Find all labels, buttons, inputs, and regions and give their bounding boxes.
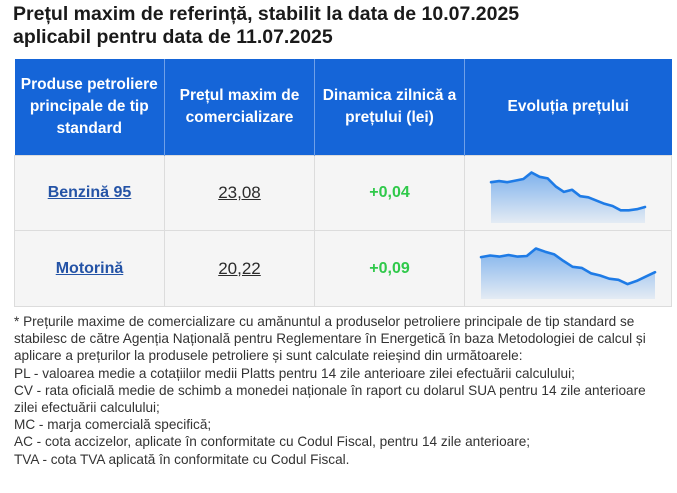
table-row: Benzină 95 23,08 +0,04 bbox=[14, 155, 672, 231]
sparkline-area bbox=[481, 248, 655, 299]
daily-change-benzina-95: +0,04 bbox=[369, 184, 410, 201]
trend-cell bbox=[464, 155, 672, 231]
price-cell: 20,22 bbox=[164, 230, 315, 307]
header-daily-change: Dinamica zilnică a prețului (lei) bbox=[314, 59, 465, 156]
product-link-benzina-95[interactable]: Benzină 95 bbox=[47, 184, 132, 201]
title-line-2: aplicabil pentru data de 11.07.2025 bbox=[13, 26, 333, 48]
footnote-cv: CV - rata oficială medie de schimb a mon… bbox=[14, 382, 646, 416]
title-line-1: Prețul maxim de referință, stabilit la d… bbox=[13, 3, 520, 25]
delta-cell: +0,09 bbox=[314, 230, 465, 307]
sparkline-line bbox=[489, 171, 647, 212]
price-table: Produse petroliere principale de tip sta… bbox=[14, 59, 672, 307]
trend-sparkline-motorina bbox=[479, 246, 657, 299]
product-cell: Motorină bbox=[14, 230, 165, 307]
delta-cell: +0,04 bbox=[314, 155, 465, 231]
header-price-evolution: Evoluția prețului bbox=[464, 59, 672, 156]
sparkline-area bbox=[491, 172, 645, 223]
sparkline-line bbox=[479, 246, 657, 285]
product-link-motorina[interactable]: Motorină bbox=[55, 259, 124, 277]
daily-change-motorina: +0,09 bbox=[369, 259, 410, 277]
product-cell: Benzină 95 bbox=[14, 155, 165, 231]
table-row: Motorină 20,22 +0,09 bbox=[14, 230, 672, 307]
header-max-price: Prețul maxim de comercializare bbox=[164, 59, 315, 156]
footnotes: * Prețurile maxime de comercializare cu … bbox=[14, 313, 664, 468]
trend-sparkline-benzina-95 bbox=[489, 171, 647, 223]
price-value-benzina-95[interactable]: 23,08 bbox=[218, 183, 261, 202]
table-header-row: Produse petroliere principale de tip sta… bbox=[14, 59, 672, 156]
header-products: Produse petroliere principale de tip sta… bbox=[14, 59, 165, 156]
footnote-mc: MC - marja comercială specifică; bbox=[14, 417, 212, 433]
trend-cell bbox=[464, 230, 672, 307]
footnote-intro: * Prețurile maxime de comercializare cu … bbox=[14, 314, 646, 364]
footnote-ac: AC - cota accizelor, aplicate în conform… bbox=[14, 434, 531, 450]
price-cell: 23,08 bbox=[164, 155, 315, 231]
price-value-motorina[interactable]: 20,22 bbox=[218, 258, 261, 278]
footnote-pl: PL - valoarea medie a cotațiilor medii P… bbox=[14, 365, 575, 381]
page-title: Prețul maxim de referință, stabilit la d… bbox=[13, 3, 673, 49]
footnote-tva: TVA - cota TVA aplicată în conformitate … bbox=[14, 451, 350, 467]
